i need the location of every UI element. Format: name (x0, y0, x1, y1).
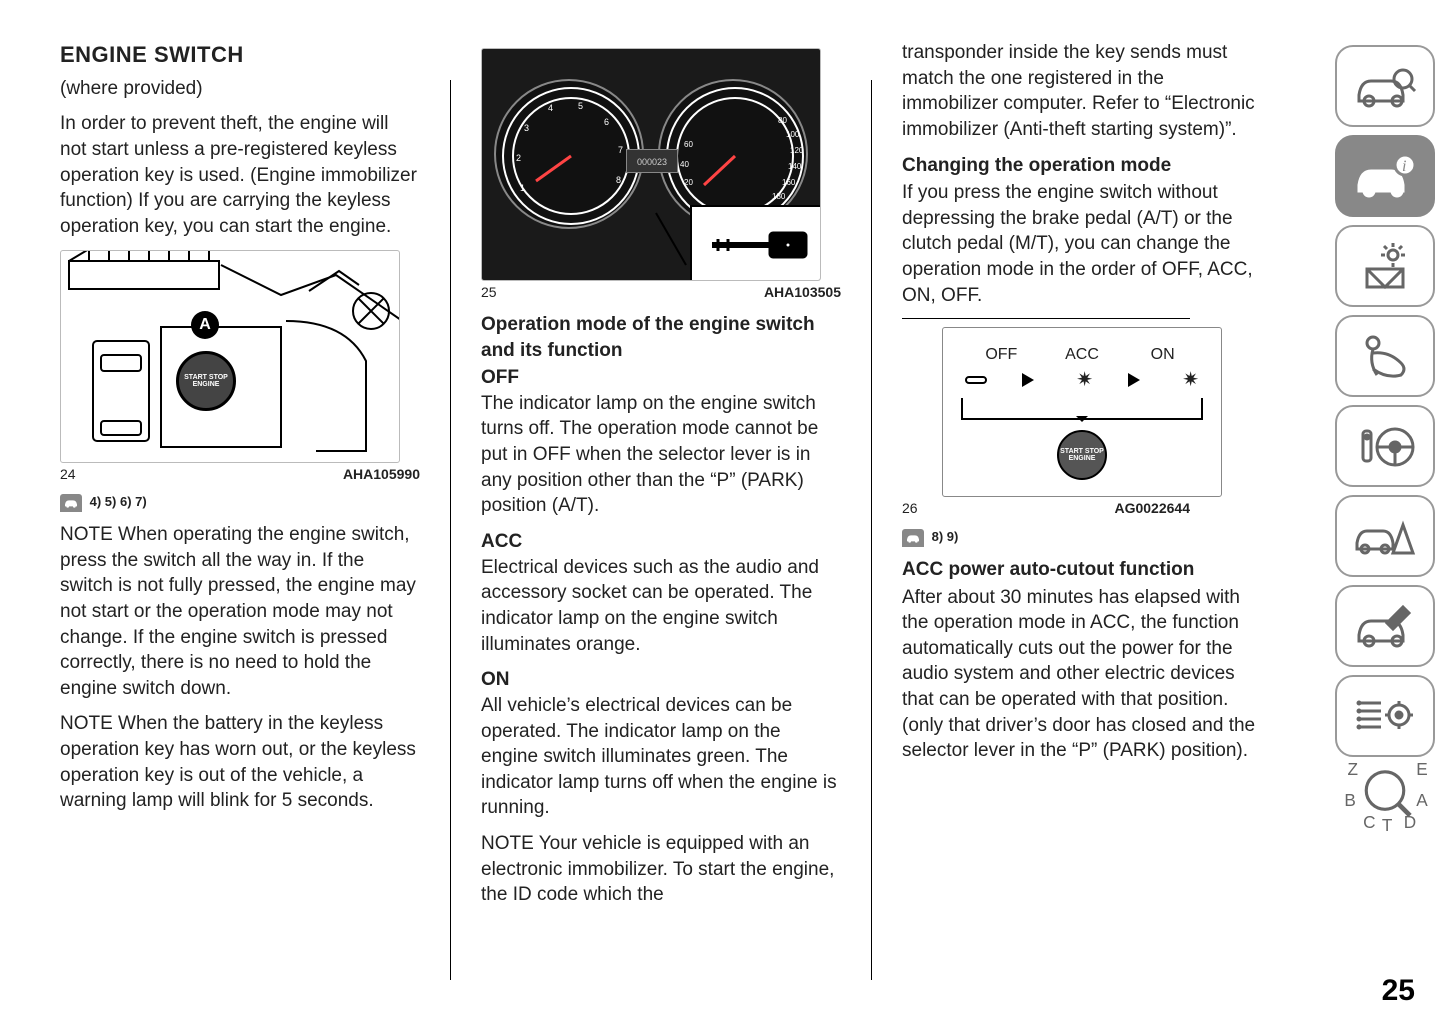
figure-code: AHA103505 (764, 283, 841, 302)
svg-text:120: 120 (790, 146, 804, 155)
heading-auto-cutout: ACC power auto-cutout function (902, 557, 1262, 583)
heading-acc: ACC (481, 529, 841, 555)
heading-engine-switch: ENGINE SWITCH (60, 40, 420, 70)
svg-text:T: T (1382, 816, 1393, 832)
svg-text:6: 6 (604, 117, 609, 127)
heading-on: ON (481, 667, 841, 693)
mode-label-off: OFF (961, 344, 1042, 366)
start-stop-button-diagram: START STOP ENGINE (1057, 430, 1107, 480)
svg-text:7: 7 (618, 145, 623, 155)
tab-overview[interactable] (1335, 45, 1435, 127)
svg-text:80: 80 (778, 116, 787, 125)
figure-24-label: 24 AHA105990 (60, 465, 420, 484)
mode-bracket-icon (961, 398, 1203, 420)
text-on: All vehicle’s electrical devices can be … (481, 693, 841, 821)
svg-text:B: B (1344, 791, 1355, 811)
key-inset-icon (690, 205, 820, 280)
text-auto-cutout: After about 30 minutes has elapsed with … (902, 585, 1262, 764)
svg-text:E: E (1416, 759, 1427, 779)
heading-changing-mode: Changing the operation mode (902, 153, 1262, 179)
svg-text:20: 20 (684, 178, 693, 187)
figure-24-engine-switch: START STOP ENGINE A (60, 250, 400, 463)
horizontal-rule (902, 318, 1190, 319)
figure-26-mode-diagram: OFF ACC ON ✷ ✷ START STOP ENGINE (942, 327, 1222, 497)
continuation-text: transponder inside the key sends must ma… (902, 40, 1262, 143)
heading-off: OFF (481, 365, 841, 391)
car-badge-icon (902, 529, 924, 547)
heading-operation-mode: Operation mode of the engine switch and … (481, 312, 841, 363)
figure-26-label: 26 AG0022644 (902, 499, 1190, 518)
svg-text:2: 2 (516, 153, 521, 163)
svg-text:3: 3 (524, 123, 529, 133)
figure-25-label: 25 AHA103505 (481, 283, 841, 302)
intro-text: In order to prevent theft, the engine wi… (60, 111, 420, 239)
svg-text:160: 160 (782, 178, 796, 187)
note-2: NOTE When the battery in the keyless ope… (60, 711, 420, 814)
page-number: 25 (1382, 974, 1415, 1008)
figure-number: 25 (481, 283, 497, 302)
ref-text: 8) 9) (932, 529, 959, 544)
car-badge-icon (60, 494, 82, 512)
svg-text:180: 180 (772, 192, 786, 201)
svg-text:40: 40 (680, 160, 689, 169)
svg-text:60: 60 (684, 140, 693, 149)
mode-label-on: ON (1122, 344, 1203, 366)
arrow-right-icon (1022, 373, 1041, 387)
svg-text:140: 140 (788, 162, 802, 171)
text-acc: Electrical devices such as the audio and… (481, 555, 841, 658)
tab-driving[interactable] (1335, 405, 1435, 487)
svg-text:1: 1 (520, 183, 525, 193)
figure-number: 26 (902, 499, 918, 518)
svg-text:Z: Z (1348, 759, 1359, 779)
tachometer-icon: 1 2 3 4 5 6 7 8 (494, 79, 644, 229)
svg-text:C: C (1363, 812, 1375, 831)
ref-text: 4) 5) 6) 7) (90, 494, 147, 509)
tab-lights[interactable] (1335, 225, 1435, 307)
column-3: transponder inside the key sends must ma… (902, 40, 1262, 980)
svg-text:100: 100 (786, 130, 800, 139)
callout-badge-a: A (191, 311, 219, 339)
note-3: NOTE Your vehicle is equipped with an el… (481, 831, 841, 908)
column-divider (871, 80, 872, 980)
tab-safety[interactable] (1335, 315, 1435, 397)
reference-markers-2: 8) 9) (902, 528, 1262, 547)
column-1: ENGINE SWITCH (where provided) In order … (60, 40, 420, 980)
svg-text:4: 4 (548, 103, 553, 113)
text-off: The indicator lamp on the engine switch … (481, 391, 841, 519)
tab-specs[interactable] (1335, 675, 1435, 757)
tab-maintenance[interactable] (1335, 585, 1435, 667)
led-on-icon: ✷ (1182, 370, 1199, 390)
figure-number: 24 (60, 465, 76, 484)
reference-markers: 4) 5) 6) 7) (60, 493, 420, 512)
svg-text:A: A (1416, 791, 1428, 811)
mode-label-acc: ACC (1042, 344, 1123, 366)
svg-text:i: i (1402, 158, 1406, 175)
note-1: NOTE When operating the engine switch, p… (60, 522, 420, 701)
svg-text:5: 5 (578, 101, 583, 111)
start-stop-button-illus: START STOP ENGINE (176, 351, 236, 411)
manual-page: ENGINE SWITCH (where provided) In order … (0, 0, 1445, 1000)
svg-text:D: D (1404, 812, 1416, 831)
led-off-icon (965, 376, 987, 384)
dashboard-sketch-icon (61, 251, 400, 463)
svg-text:8: 8 (616, 175, 621, 185)
led-acc-icon: ✷ (1076, 370, 1093, 390)
figure-code: AG0022644 (1114, 499, 1190, 518)
odometer-icon: 000023 (626, 149, 678, 173)
arrow-right-icon (1128, 373, 1147, 387)
section-tabs-sidebar: i (1335, 45, 1435, 820)
tab-emergency[interactable] (1335, 495, 1435, 577)
subtitle: (where provided) (60, 76, 420, 102)
column-divider (450, 80, 451, 980)
text-changing-mode: If you press the engine switch without d… (902, 180, 1262, 308)
tab-index[interactable]: Z E B A C T D (1335, 765, 1435, 820)
column-2: 123 456 78 80100120 140160180 200 204060 (481, 40, 841, 980)
figure-25-instrument-cluster: 123 456 78 80100120 140160180 200 204060 (481, 48, 821, 281)
figure-code: AHA105990 (343, 465, 420, 484)
tab-info[interactable]: i (1335, 135, 1435, 217)
